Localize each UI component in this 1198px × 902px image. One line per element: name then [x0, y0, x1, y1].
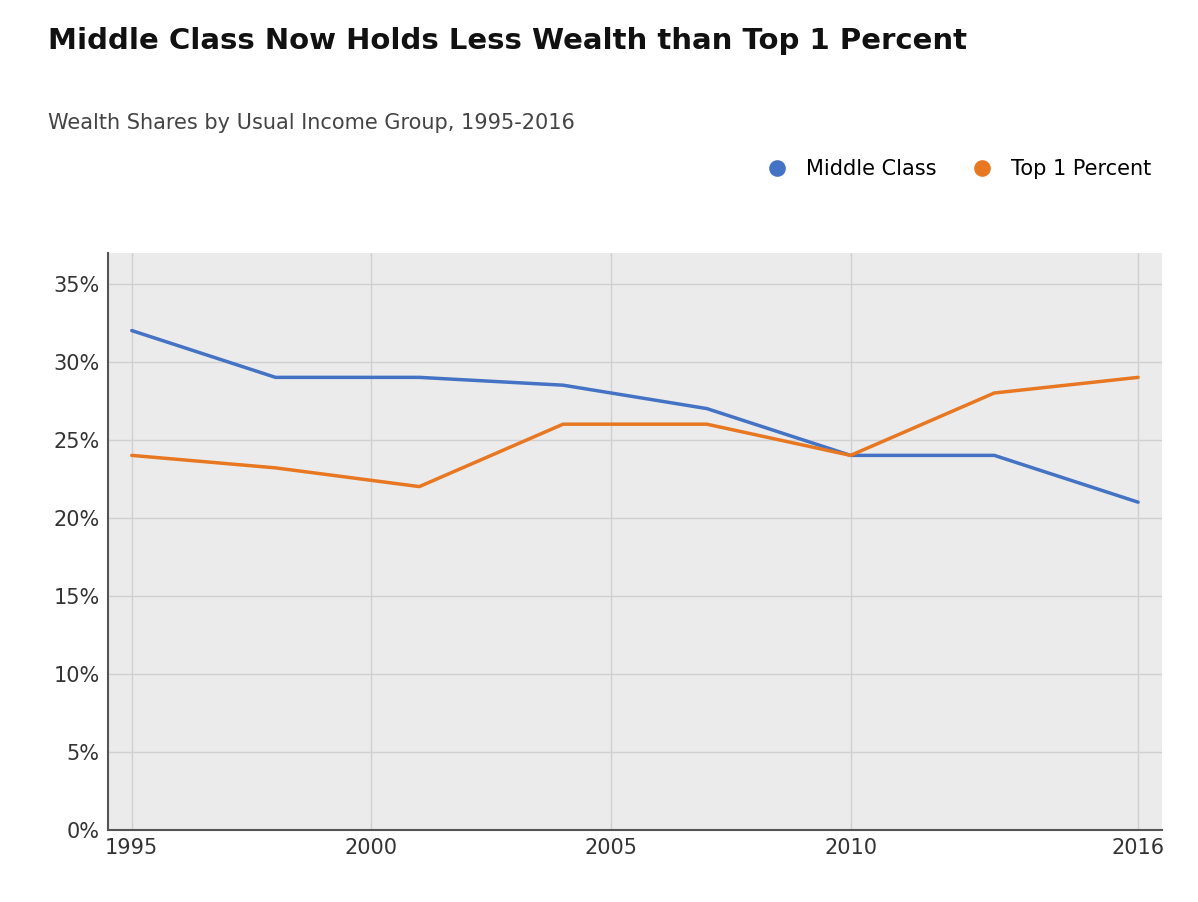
Text: Wealth Shares by Usual Income Group, 1995-2016: Wealth Shares by Usual Income Group, 199…	[48, 113, 575, 133]
Text: Middle Class Now Holds Less Wealth than Top 1 Percent: Middle Class Now Holds Less Wealth than …	[48, 27, 967, 55]
Legend: Middle Class, Top 1 Percent: Middle Class, Top 1 Percent	[756, 159, 1151, 179]
